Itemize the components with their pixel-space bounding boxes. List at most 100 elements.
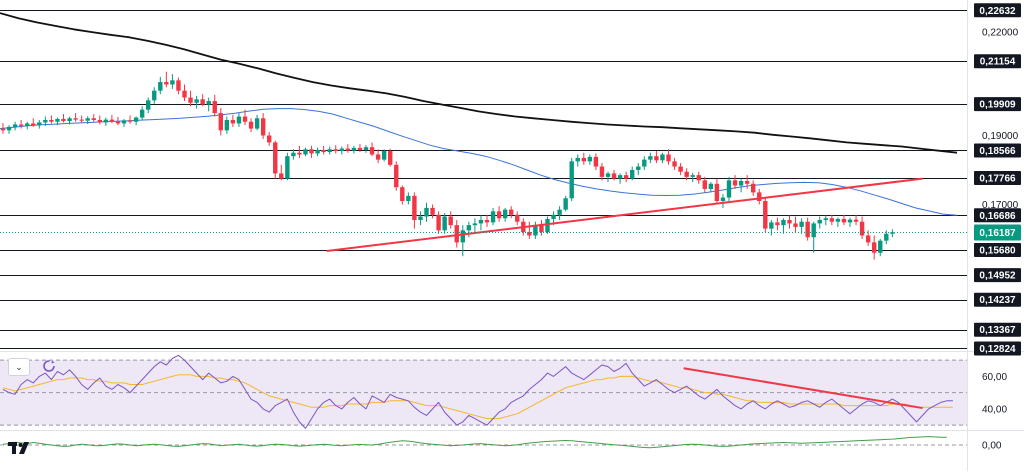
- current-price-tag: 0,16187: [974, 224, 1021, 241]
- lower-pane-separator: [0, 430, 1024, 431]
- chevron-down-icon: ⌄: [15, 361, 23, 372]
- candle: [176, 77, 181, 95]
- svg-text:0,14952: 0,14952: [979, 271, 1016, 282]
- candle: [563, 195, 568, 212]
- candle: [593, 153, 599, 170]
- candle: [841, 214, 847, 226]
- candle: [460, 225, 465, 257]
- candle: [648, 152, 653, 164]
- candle: [369, 142, 375, 157]
- candle: [732, 175, 738, 189]
- candle: [823, 215, 828, 226]
- candle: [37, 119, 42, 129]
- candle: [394, 161, 399, 191]
- candle: [744, 175, 750, 189]
- candle: [757, 188, 762, 205]
- oscillator-tick-label: 0,00: [982, 441, 1002, 452]
- candle: [351, 145, 357, 154]
- candle: [611, 169, 617, 181]
- level-label: 0,19909: [974, 97, 1021, 112]
- candle: [829, 214, 835, 226]
- candle: [218, 107, 223, 136]
- candle: [152, 87, 157, 104]
- candle: [182, 84, 187, 102]
- pane-separator: [0, 351, 1024, 352]
- candle: [617, 173, 623, 184]
- candle: [781, 218, 786, 234]
- candle: [890, 229, 895, 238]
- tradingview-logo-icon[interactable]: [8, 440, 34, 456]
- candle: [254, 114, 260, 131]
- candle: [515, 211, 520, 226]
- candle: [146, 97, 151, 114]
- price-pane: [0, 10, 967, 349]
- svg-text:0,21154: 0,21154: [980, 57, 1016, 68]
- candle: [865, 230, 871, 246]
- candle: [448, 211, 453, 229]
- indicator-settings-button[interactable]: [40, 358, 58, 374]
- candle: [853, 214, 859, 226]
- candle: [400, 185, 405, 205]
- candle: [490, 207, 496, 226]
- candle: [690, 172, 695, 183]
- candle: [859, 216, 865, 239]
- candle: [666, 149, 671, 165]
- candle: [133, 116, 139, 126]
- candle: [18, 119, 24, 129]
- candle: [67, 116, 72, 125]
- candle: [345, 144, 351, 153]
- candle: [260, 113, 266, 139]
- candle: [121, 118, 127, 127]
- candle: [708, 182, 714, 193]
- candle: [484, 214, 490, 227]
- candle: [714, 178, 720, 205]
- candle: [720, 194, 726, 208]
- candle: [357, 144, 363, 153]
- candle: [738, 178, 744, 193]
- svg-text:0,16187: 0,16187: [979, 228, 1016, 239]
- candle: [654, 151, 659, 164]
- candle: [291, 149, 296, 160]
- candle: [430, 204, 435, 219]
- candle: [751, 180, 756, 196]
- svg-text:0,18566: 0,18566: [979, 146, 1016, 157]
- candle: [115, 116, 121, 126]
- candle: [817, 216, 822, 229]
- candle: [170, 74, 175, 89]
- refresh-icon: [43, 360, 55, 372]
- candle: [61, 114, 66, 123]
- candle: [79, 115, 84, 124]
- candle: [55, 117, 60, 126]
- candle: [164, 71, 169, 88]
- candle: [605, 171, 611, 183]
- candle: [212, 94, 217, 117]
- candle: [43, 116, 48, 126]
- candle: [303, 147, 308, 157]
- candle: [158, 76, 163, 95]
- candle: [0, 123, 6, 134]
- candle: [103, 117, 109, 126]
- candle: [194, 95, 199, 109]
- price-trendline[interactable]: [326, 177, 923, 253]
- candle: [31, 118, 36, 127]
- candle: [636, 163, 641, 176]
- candle: [539, 219, 544, 236]
- candle: [267, 132, 272, 146]
- candle: [509, 206, 514, 219]
- level-label: 0,13367: [974, 322, 1021, 337]
- candle: [436, 211, 441, 234]
- y-tick-label: 0,17000: [982, 200, 1019, 211]
- rsi-trendline[interactable]: [683, 367, 923, 410]
- svg-text:0,16686: 0,16686: [979, 211, 1016, 222]
- candle: [321, 145, 326, 155]
- candle: [581, 152, 586, 165]
- candle: [242, 109, 248, 126]
- candle: [363, 145, 369, 153]
- candle: [188, 90, 193, 107]
- collapse-button[interactable]: ⌄: [8, 358, 30, 376]
- candle: [309, 145, 314, 158]
- candle: [139, 106, 145, 120]
- level-label: 0,21154: [974, 54, 1021, 69]
- svg-text:0,12824: 0,12824: [979, 344, 1016, 355]
